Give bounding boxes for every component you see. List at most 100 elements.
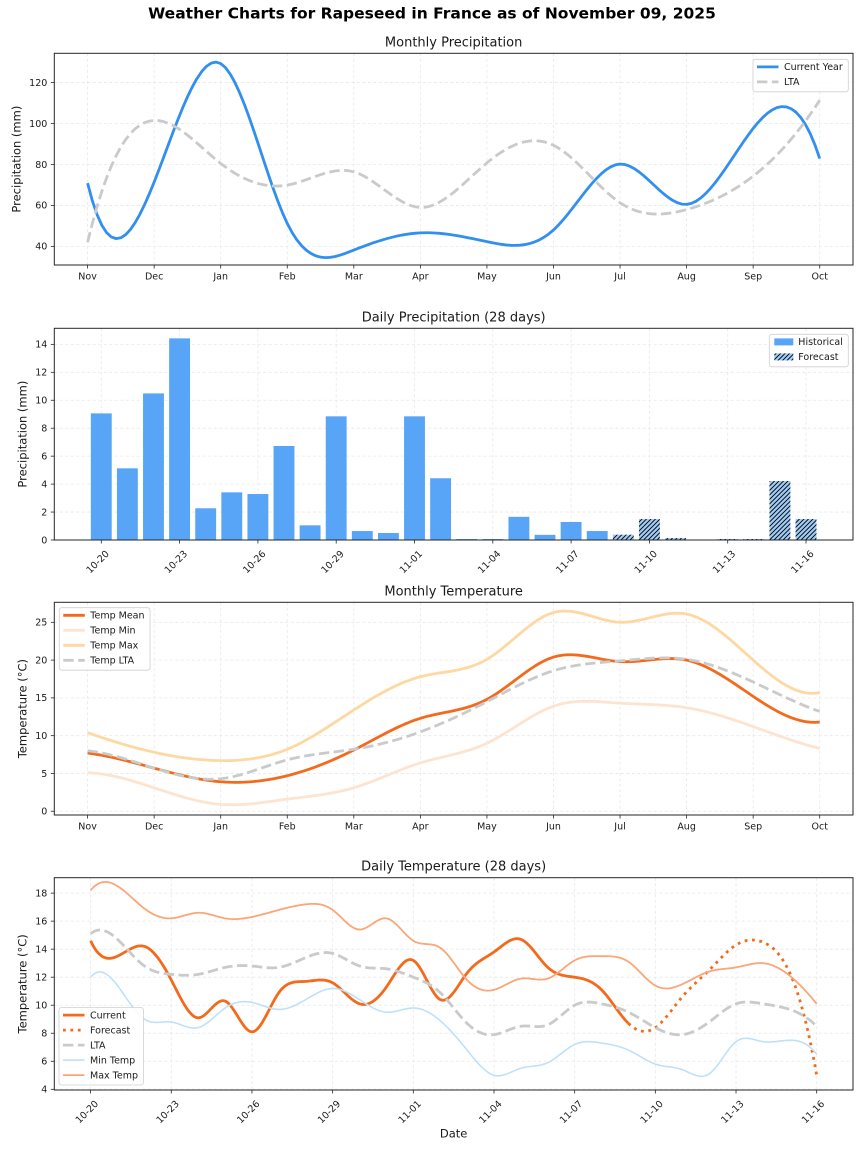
legend-label: LTA	[90, 1040, 106, 1051]
series-line-temp-lta	[87, 656, 821, 781]
legend-item-forecast: Forecast	[774, 352, 839, 363]
bar-series-historical	[90, 338, 608, 540]
axes-frame	[53, 877, 854, 1091]
x-tick-label: Sep	[744, 822, 762, 833]
x-tick-label: Feb	[279, 822, 296, 833]
bar-historical	[273, 445, 295, 540]
chart-title: Monthly Precipitation	[385, 35, 522, 50]
y-tick-label: 12	[35, 973, 47, 984]
y-tick-label: 8	[41, 1029, 47, 1040]
chart-title: Daily Temperature (28 days)	[361, 860, 546, 875]
legend-label: Temp Max	[89, 641, 138, 652]
bar-historical	[586, 531, 608, 540]
bar-historical	[404, 416, 425, 540]
series-line-lta	[89, 928, 818, 1037]
y-tick-label: 15	[35, 693, 47, 704]
chart-title: Monthly Temperature	[384, 584, 523, 599]
y-tick-label: 8	[41, 424, 47, 435]
y-tick-label: 2	[41, 507, 47, 518]
bar-historical	[143, 393, 164, 540]
bar-historical	[560, 521, 582, 540]
legend-item-historical: Historical	[774, 337, 843, 348]
y-axis-label: Temperature (°C)	[16, 659, 30, 759]
axes-frame	[53, 601, 854, 816]
y-axis-label: Precipitation (mm)	[16, 381, 30, 488]
legend-item-max-temp: Max Temp	[63, 1070, 138, 1081]
axes: 0 5 10 15 20 25 Nov Dec Jan Feb Mar Apr May Jun Jul Aug…	[16, 601, 854, 833]
y-tick-label: 6	[41, 1057, 47, 1068]
y-tick-label: 5	[41, 769, 47, 780]
x-tick-label: Aug	[677, 822, 696, 833]
x-tick-label: Mar	[345, 822, 363, 833]
bar-historical	[247, 494, 269, 540]
bar-historical	[90, 413, 112, 540]
x-tick-label: Jan	[212, 272, 228, 283]
chart-daily-precipitation-28-days: Daily Precipitation (28 days) 0 2 4 6 8 10 12 14…	[16, 310, 854, 576]
bar-historical	[299, 525, 321, 540]
y-tick-label: 14	[35, 944, 47, 955]
series-line-temp-max	[87, 609, 820, 763]
x-tick-label: May	[477, 822, 497, 833]
plot-data	[87, 609, 821, 807]
x-tick-label: Mar	[345, 272, 363, 283]
x-tick-label: Jun	[545, 272, 561, 283]
y-tick-label: 4	[41, 479, 47, 490]
series-line-max-temp	[89, 881, 818, 1005]
bar-forecast	[795, 519, 817, 540]
y-tick-label: 60	[35, 201, 47, 212]
legend-label: Max Temp	[90, 1070, 138, 1081]
x-tick-label: Nov	[78, 822, 97, 833]
legend-label: Current	[90, 1010, 126, 1021]
legend-box	[58, 607, 151, 671]
legend-item-temp-max: Temp Max	[63, 641, 139, 652]
legend-label: Temp LTA	[89, 656, 134, 667]
figure-title: Weather Charts for Rapeseed in France as…	[148, 5, 716, 23]
legend-label: Forecast	[90, 1025, 130, 1036]
y-tick-label: 6	[41, 451, 47, 462]
series-line-forecast	[627, 938, 819, 1076]
x-tick-label: Sep	[744, 272, 762, 283]
x-tick-label: Jul	[613, 272, 625, 283]
x-tick-label: Apr	[412, 822, 429, 833]
plot-data	[86, 60, 822, 260]
legend-label: Historical	[798, 337, 843, 348]
y-tick-label: 10	[35, 396, 47, 407]
y-tick-label: 100	[29, 119, 47, 130]
series-line-current-year	[86, 60, 822, 260]
x-axis-label: Date	[440, 1127, 468, 1141]
legend-item-lta: LTA	[756, 77, 800, 88]
legend: Current Forecast LTA Min Temp Max Temp	[58, 1007, 144, 1086]
bar-historical	[169, 338, 191, 540]
bar-historical	[195, 508, 217, 540]
legend-swatch-forecast	[774, 353, 794, 361]
legend-label: Temp Mean	[89, 611, 144, 622]
legend: Current Year LTA	[752, 58, 849, 93]
legend-item-temp-min: Temp Min	[63, 626, 136, 637]
bar-historical	[430, 478, 452, 540]
x-tick-label: Oct	[812, 272, 829, 283]
legend-item-current: Current	[63, 1010, 126, 1021]
legend-item-min-temp: Min Temp	[63, 1055, 135, 1066]
y-tick-label: 10	[35, 1001, 47, 1012]
bar-forecast	[769, 481, 791, 540]
bar-historical	[351, 531, 373, 540]
chart-monthly-precipitation: Monthly Precipitation 40 60 80 100 120 Nov Dec J…	[10, 35, 854, 283]
x-tick-label: Dec	[145, 272, 163, 283]
x-tick-label: Jun	[545, 822, 561, 833]
y-tick-label: 25	[35, 618, 47, 629]
plot-area	[54, 602, 854, 815]
y-tick-label: 0	[41, 535, 47, 546]
bar-historical	[508, 516, 530, 540]
y-axis-label: Precipitation (mm)	[10, 106, 24, 213]
bar-forecast	[638, 519, 660, 540]
x-tick-label: Apr	[412, 272, 429, 283]
legend-item-current-year: Current Year	[756, 62, 843, 73]
legend-item-lta: LTA	[63, 1040, 106, 1051]
x-tick-label: Jan	[212, 822, 228, 833]
x-tick-label: May	[477, 272, 497, 283]
y-tick-label: 0	[41, 807, 47, 818]
y-tick-label: 18	[35, 888, 47, 899]
chart-monthly-temperature: Monthly Temperature 0 5 10 15 20 25 Nov Dec Jan Fe…	[16, 584, 854, 833]
y-tick-label: 40	[35, 242, 47, 253]
plot-area	[54, 877, 854, 1090]
